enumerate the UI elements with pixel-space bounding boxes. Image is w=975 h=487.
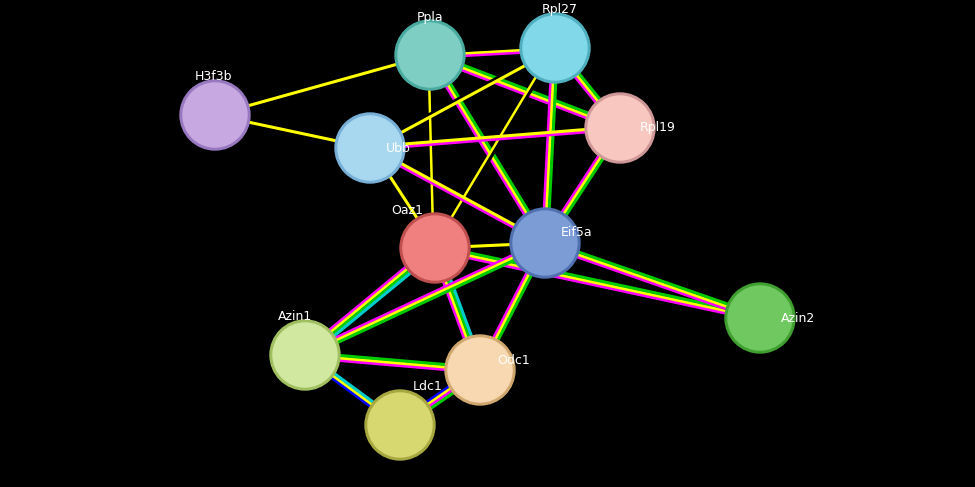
Circle shape xyxy=(273,323,337,387)
Text: Azin1: Azin1 xyxy=(278,311,312,323)
Circle shape xyxy=(180,80,250,150)
Circle shape xyxy=(513,211,577,275)
Circle shape xyxy=(403,216,467,280)
Text: Rpl19: Rpl19 xyxy=(640,121,676,134)
Circle shape xyxy=(338,116,402,180)
Circle shape xyxy=(270,320,340,390)
Circle shape xyxy=(398,23,462,87)
Circle shape xyxy=(400,213,470,283)
Circle shape xyxy=(520,13,590,83)
Text: Odc1: Odc1 xyxy=(497,354,530,367)
Text: Eif5a: Eif5a xyxy=(562,226,593,240)
Circle shape xyxy=(183,83,247,147)
Circle shape xyxy=(728,286,792,350)
Circle shape xyxy=(365,390,435,460)
Circle shape xyxy=(585,93,655,163)
Text: Ldc1: Ldc1 xyxy=(413,380,443,393)
Text: Ppla: Ppla xyxy=(416,11,444,23)
Circle shape xyxy=(395,20,465,90)
Text: H3f3b: H3f3b xyxy=(194,71,232,83)
Circle shape xyxy=(335,113,405,183)
Text: Ubb: Ubb xyxy=(385,142,410,154)
Text: Rpl27: Rpl27 xyxy=(542,3,578,17)
Text: Oaz1: Oaz1 xyxy=(391,204,423,217)
Circle shape xyxy=(588,96,652,160)
Text: Azin2: Azin2 xyxy=(781,312,815,324)
Circle shape xyxy=(448,338,512,402)
Circle shape xyxy=(510,208,580,278)
Circle shape xyxy=(445,335,515,405)
Circle shape xyxy=(368,393,432,457)
Circle shape xyxy=(725,283,795,353)
Circle shape xyxy=(523,16,587,80)
